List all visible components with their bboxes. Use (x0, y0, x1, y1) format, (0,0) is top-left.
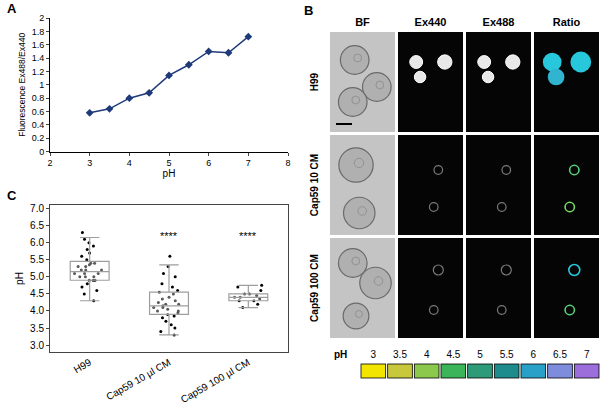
svg-text:3.0: 3.0 (30, 340, 44, 351)
svg-text:0.6: 0.6 (32, 107, 45, 117)
svg-text:0: 0 (39, 147, 44, 157)
svg-text:3.5: 3.5 (30, 323, 44, 334)
svg-text:Fluorescence Ex488/Ex440: Fluorescence Ex488/Ex440 (17, 33, 27, 137)
svg-text:5.0: 5.0 (30, 271, 44, 282)
svg-text:6.0: 6.0 (30, 237, 44, 248)
svg-text:Cap59 100 CM: Cap59 100 CM (309, 254, 320, 322)
svg-text:6: 6 (206, 158, 211, 168)
svg-text:7: 7 (584, 349, 590, 360)
svg-text:4: 4 (127, 158, 132, 168)
svg-text:pH: pH (14, 272, 25, 285)
svg-text:0.8: 0.8 (32, 93, 45, 103)
svg-text:4: 4 (424, 349, 430, 360)
svg-text:3: 3 (87, 158, 92, 168)
svg-text:0.2: 0.2 (32, 133, 45, 143)
svg-text:1.4: 1.4 (32, 53, 45, 63)
svg-text:pH: pH (163, 168, 176, 179)
svg-text:****: **** (160, 230, 178, 242)
svg-text:6: 6 (531, 349, 537, 360)
svg-text:2: 2 (39, 13, 44, 23)
svg-text:****: **** (239, 230, 257, 242)
svg-text:0.4: 0.4 (32, 120, 45, 130)
svg-text:6.5: 6.5 (30, 220, 44, 231)
svg-text:6.5: 6.5 (553, 349, 567, 360)
svg-text:5: 5 (477, 349, 483, 360)
svg-text:7: 7 (246, 158, 251, 168)
svg-text:H99: H99 (309, 72, 320, 91)
svg-text:3: 3 (371, 349, 377, 360)
svg-text:H99: H99 (72, 356, 94, 375)
svg-text:Cap59 100 µl CM: Cap59 100 µl CM (179, 357, 252, 406)
svg-text:4.5: 4.5 (446, 349, 460, 360)
svg-text:Ex488: Ex488 (483, 16, 515, 28)
svg-text:Cap59 10 CM: Cap59 10 CM (309, 154, 320, 216)
svg-text:1.8: 1.8 (32, 27, 45, 37)
svg-text:3.5: 3.5 (393, 349, 407, 360)
svg-text:Cap59 10 µl CM: Cap59 10 µl CM (104, 357, 172, 403)
svg-text:5.5: 5.5 (500, 349, 514, 360)
svg-text:8: 8 (285, 158, 290, 168)
svg-text:4.0: 4.0 (30, 305, 44, 316)
svg-text:7.0: 7.0 (30, 203, 44, 214)
svg-text:1.2: 1.2 (32, 67, 45, 77)
svg-text:1: 1 (39, 80, 44, 90)
svg-text:A: A (7, 1, 17, 16)
svg-text:B: B (304, 3, 313, 18)
svg-text:Ex440: Ex440 (415, 16, 447, 28)
svg-text:pH: pH (334, 349, 347, 360)
svg-text:4.5: 4.5 (30, 288, 44, 299)
svg-text:1.6: 1.6 (32, 40, 45, 50)
svg-text:Ratio: Ratio (553, 16, 581, 28)
svg-text:5.5: 5.5 (30, 254, 44, 265)
svg-text:2: 2 (47, 158, 52, 168)
svg-text:C: C (7, 188, 17, 203)
svg-text:5: 5 (166, 158, 171, 168)
svg-text:BF: BF (355, 16, 370, 28)
